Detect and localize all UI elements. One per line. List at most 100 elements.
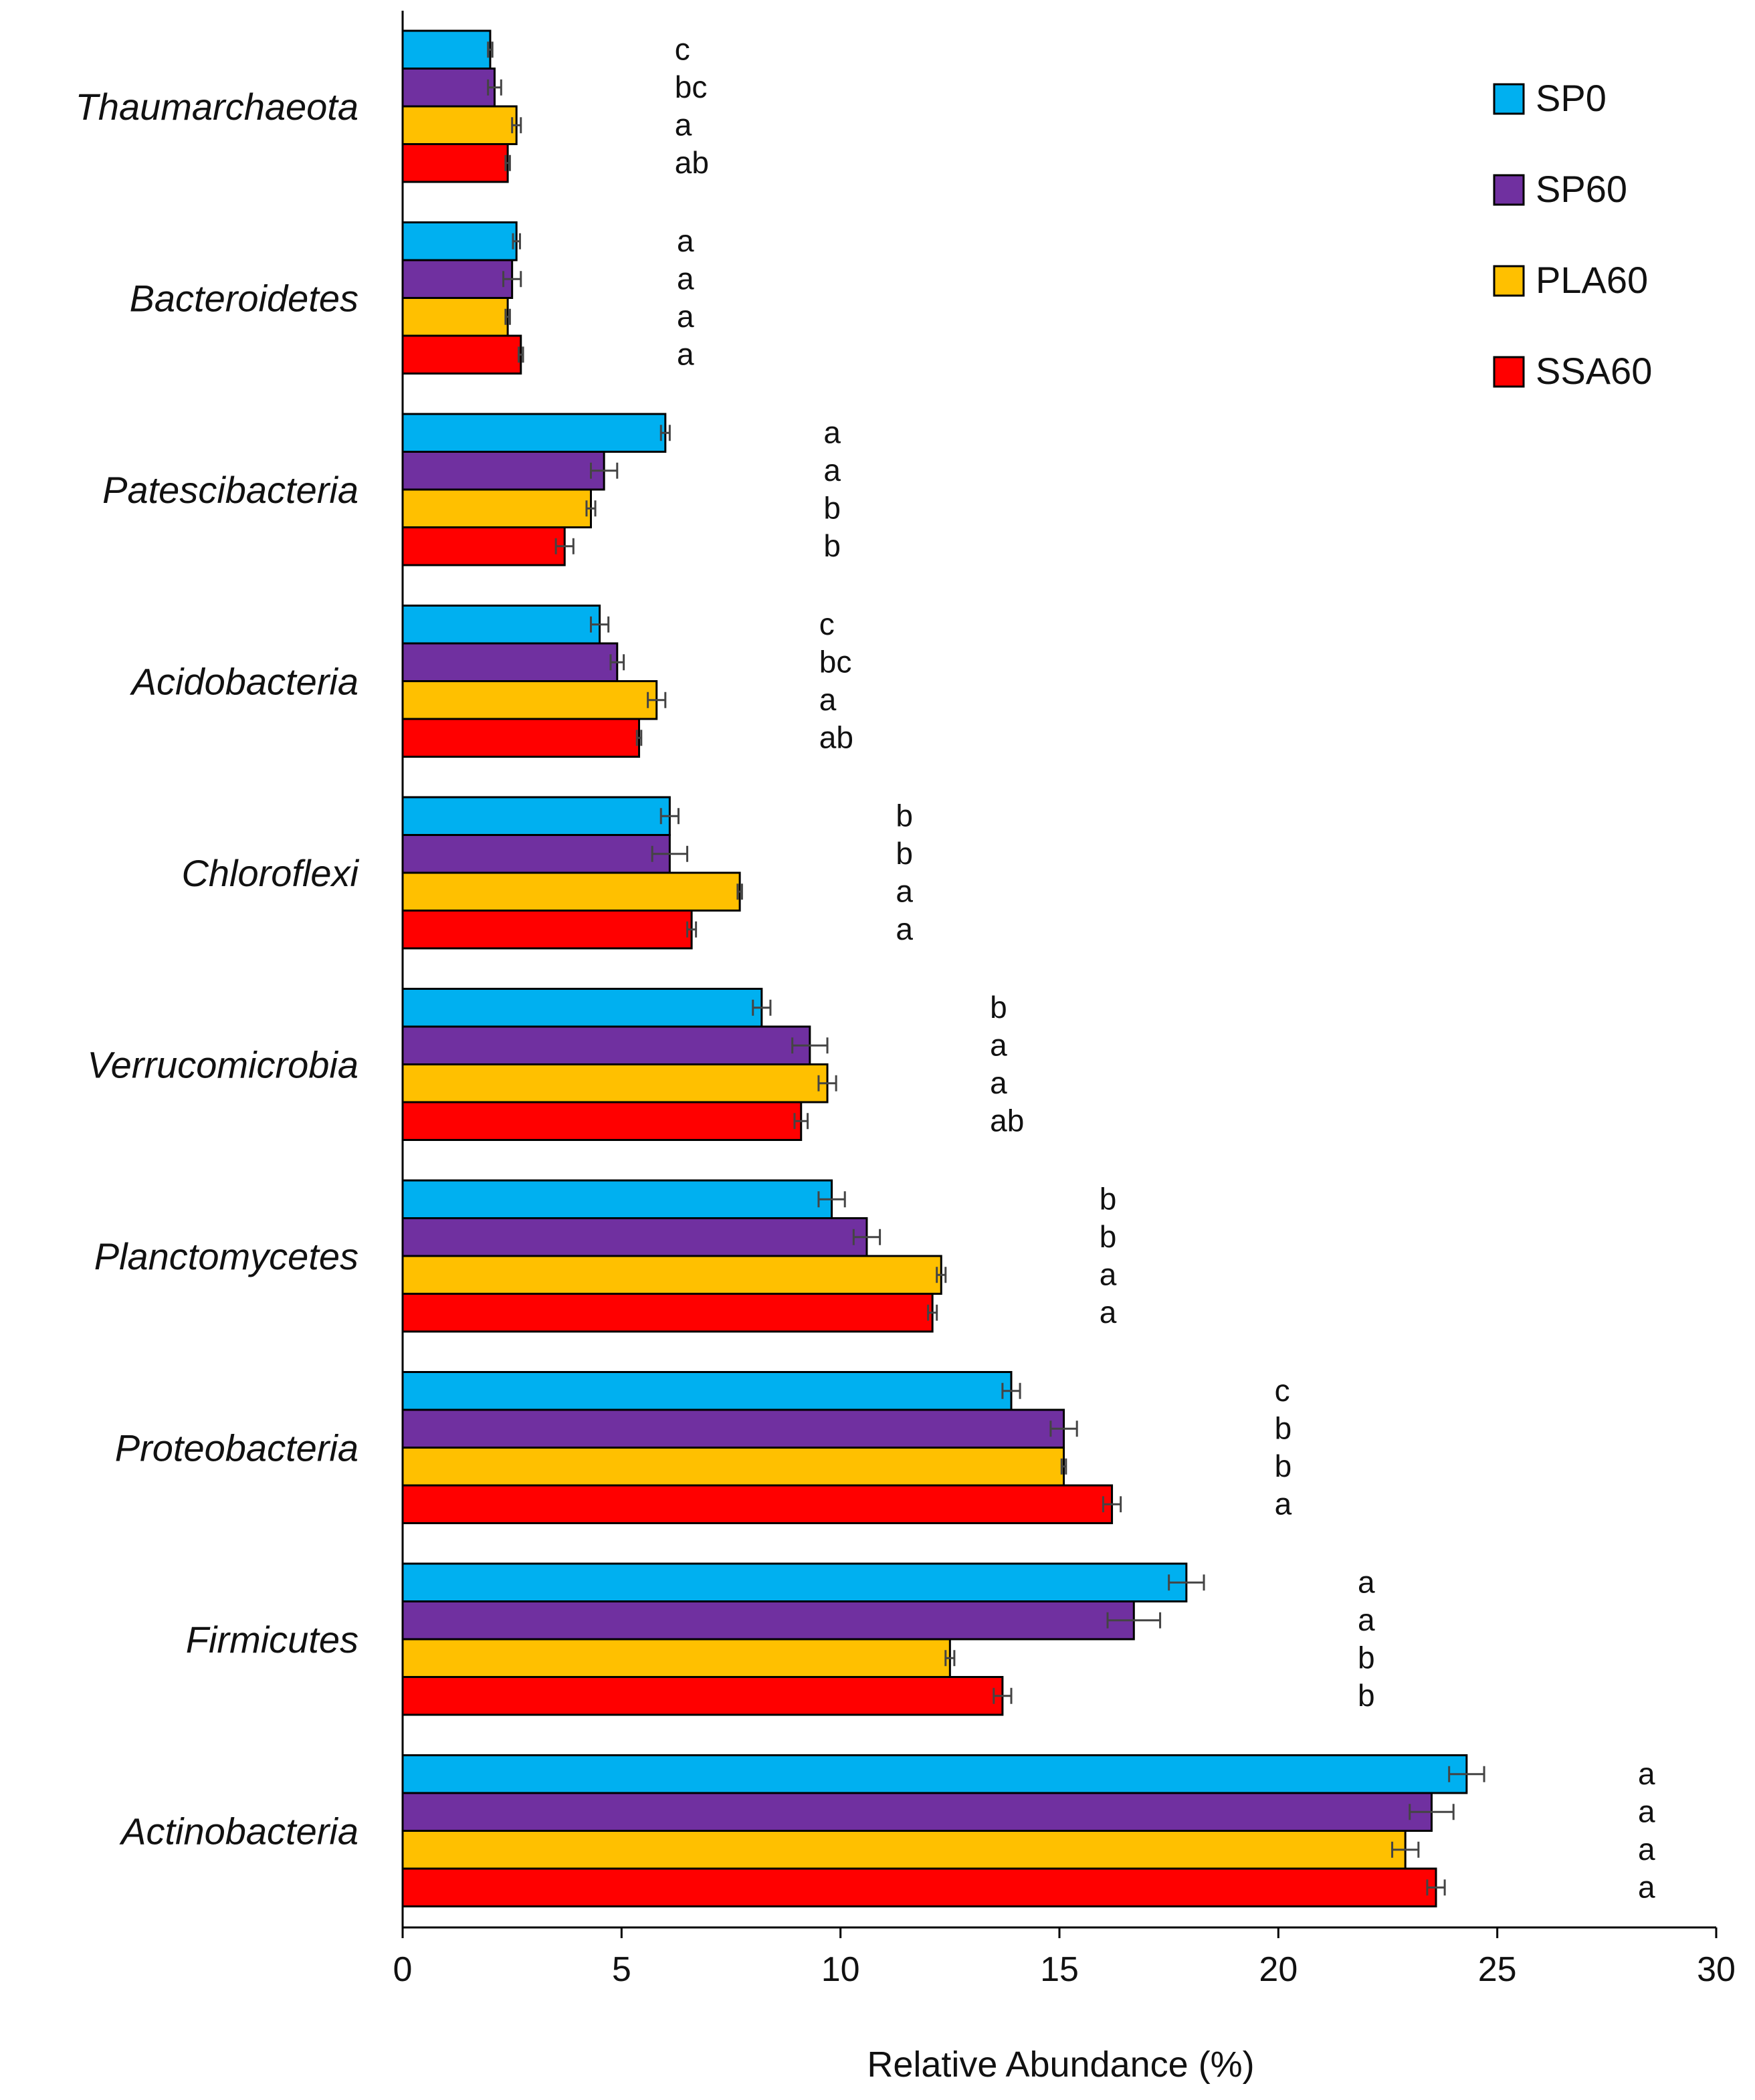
bar-ssa60-thaumarchaeota xyxy=(401,143,509,183)
error-bar-ssa60-patescibacteria xyxy=(554,538,575,554)
significance-letter: a xyxy=(823,453,841,488)
bar-ssa60-acidobacteria xyxy=(401,718,641,758)
error-bar-sp0-verrucomicrobia xyxy=(752,999,772,1016)
significance-layer: cbcaabaaaaaabbcbcaabbbaabaaabbbaacbbaaab… xyxy=(675,31,1655,1904)
error-bar-sp0-firmicutes xyxy=(1168,1574,1205,1591)
significance-letter: b xyxy=(1275,1410,1292,1445)
x-tick-label: 20 xyxy=(1259,1950,1298,1989)
significance-letter: bc xyxy=(819,644,852,679)
error-bar-pla60-firmicutes xyxy=(944,1650,956,1667)
bar-pla60-firmicutes xyxy=(401,1638,951,1678)
error-bar-pla60-planctomycetes xyxy=(936,1267,947,1283)
error-bar-pla60-acidobacteria xyxy=(647,692,667,708)
significance-letter: b xyxy=(823,528,841,563)
significance-letter: ab xyxy=(675,145,709,180)
significance-letter: ab xyxy=(819,720,853,754)
significance-letter: a xyxy=(677,336,694,371)
significance-letter: a xyxy=(1358,1602,1375,1637)
error-bar-sp60-verrucomicrobia xyxy=(791,1037,829,1054)
category-label: Planctomycetes xyxy=(94,1235,358,1277)
error-bar-pla60-actinobacteria xyxy=(1391,1841,1420,1858)
bar-sp0-patescibacteria xyxy=(401,413,667,453)
legend-swatch-sp0 xyxy=(1493,83,1525,115)
significance-letter: a xyxy=(677,223,694,258)
error-bar-sp0-patescibacteria xyxy=(659,425,671,441)
category-label: Bacteroidetes xyxy=(130,278,358,320)
error-bar-sp0-actinobacteria xyxy=(1448,1766,1485,1782)
bar-sp0-thaumarchaeota xyxy=(401,29,492,70)
category-labels: Thaumarchaeota Bacteroidetes Patescibacter… xyxy=(76,86,360,1853)
category-label: Acidobacteria xyxy=(130,661,358,703)
error-bar-pla60-verrucomicrobia xyxy=(817,1075,837,1091)
error-bar-pla60-thaumarchaeota xyxy=(511,117,522,134)
bar-ssa60-proteobacteria xyxy=(401,1484,1114,1524)
bar-pla60-proteobacteria xyxy=(401,1447,1065,1487)
bar-sp0-verrucomicrobia xyxy=(401,988,763,1028)
error-bar-sp60-actinobacteria xyxy=(1409,1804,1455,1820)
legend-swatch-pla60 xyxy=(1493,265,1525,297)
error-bar-ssa60-verrucomicrobia xyxy=(793,1113,809,1130)
category-label: Firmicutes xyxy=(186,1618,358,1661)
error-bar-sp60-planctomycetes xyxy=(852,1229,882,1245)
significance-letter: b xyxy=(1358,1678,1375,1713)
significance-letter: b xyxy=(823,490,841,525)
legend: SP0 SP60 PLA60 SSA60 xyxy=(1493,77,1652,392)
significance-letter: a xyxy=(1100,1257,1117,1291)
error-bar-sp0-chloroflexi xyxy=(659,808,680,825)
significance-letter: b xyxy=(1275,1449,1292,1483)
category-label: Patescibacteria xyxy=(102,469,358,511)
significance-letter: bc xyxy=(675,70,708,104)
error-bar-pla60-proteobacteria xyxy=(1060,1458,1067,1475)
x-tick-label: 0 xyxy=(393,1950,413,1989)
error-bar-pla60-bacteroidetes xyxy=(504,308,511,325)
significance-letter: a xyxy=(1275,1486,1292,1521)
x-tick-label: 10 xyxy=(821,1950,860,1989)
error-bar-pla60-chloroflexi xyxy=(736,883,743,900)
category-label: Proteobacteria xyxy=(115,1427,358,1469)
significance-letter: a xyxy=(990,1027,1007,1062)
category-label: Chloroflexi xyxy=(181,852,359,894)
significance-letter: a xyxy=(1100,1295,1117,1330)
bars-layer xyxy=(401,29,1485,1907)
bar-pla60-thaumarchaeota xyxy=(401,105,518,145)
axes: 0 5 10 15 20 25 30 xyxy=(393,11,1736,1989)
x-axis-title: Relative Abundance (%) xyxy=(867,2044,1254,2085)
bar-ssa60-verrucomicrobia xyxy=(401,1101,803,1141)
bar-pla60-actinobacteria xyxy=(401,1830,1407,1870)
significance-letter: a xyxy=(1638,1832,1655,1867)
bar-sp60-proteobacteria xyxy=(401,1408,1065,1449)
x-tick-label: 15 xyxy=(1040,1950,1079,1989)
bar-ssa60-planctomycetes xyxy=(401,1293,934,1333)
significance-letter: c xyxy=(819,607,835,641)
error-bar-sp0-bacteroidetes xyxy=(512,233,521,249)
significance-letter: b xyxy=(1100,1219,1117,1254)
bar-sp0-bacteroidetes xyxy=(401,221,518,261)
bar-pla60-chloroflexi xyxy=(401,871,741,912)
bar-ssa60-firmicutes xyxy=(401,1676,1004,1716)
error-bar-sp0-thaumarchaeota xyxy=(487,41,494,58)
error-bar-sp0-acidobacteria xyxy=(590,616,610,633)
bar-ssa60-patescibacteria xyxy=(401,526,566,566)
error-bar-pla60-patescibacteria xyxy=(585,500,597,517)
significance-letter: b xyxy=(896,836,913,871)
x-tick-label: 30 xyxy=(1697,1950,1736,1989)
bar-pla60-acidobacteria xyxy=(401,680,658,720)
significance-letter: a xyxy=(819,682,837,717)
bar-sp60-verrucomicrobia xyxy=(401,1025,811,1065)
bar-pla60-bacteroidetes xyxy=(401,297,509,337)
category-label: Verrucomicrobia xyxy=(87,1044,358,1086)
legend-label-pla60: PLA60 xyxy=(1536,259,1648,301)
legend-label-sp60: SP60 xyxy=(1536,168,1627,210)
bar-sp0-planctomycetes xyxy=(401,1179,833,1219)
category-label: Thaumarchaeota xyxy=(76,86,358,128)
error-bar-sp60-thaumarchaeota xyxy=(487,79,502,96)
x-tick-label: 25 xyxy=(1478,1950,1517,1989)
error-bar-sp60-chloroflexi xyxy=(651,845,689,862)
error-bar-sp0-planctomycetes xyxy=(817,1191,846,1208)
significance-letter: b xyxy=(1358,1640,1375,1675)
bar-sp0-proteobacteria xyxy=(401,1371,1013,1411)
significance-letter: b xyxy=(1100,1181,1117,1216)
bar-sp60-acidobacteria xyxy=(401,642,619,682)
